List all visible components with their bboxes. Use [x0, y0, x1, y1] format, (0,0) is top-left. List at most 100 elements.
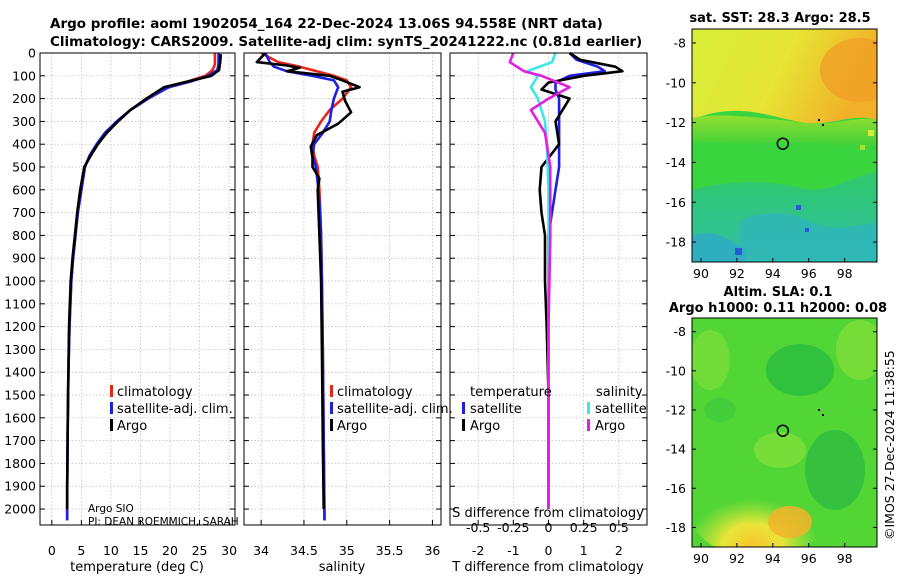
ytick-label: 800 [12, 228, 36, 243]
xtick-label: 30 [221, 543, 237, 558]
difference-legend-salinity: salinity satellite Argo [587, 385, 647, 434]
salinity-axes-frame [243, 52, 442, 526]
legend-swatch-temp-satellite [462, 402, 465, 414]
xtick-label: -2 [472, 543, 484, 558]
map-ytick-label: -16 [666, 481, 686, 496]
ytick-label: 1000 [4, 274, 36, 289]
temperature-series [65, 53, 223, 521]
ytick-label: 1900 [4, 479, 36, 494]
legend-label-satellite: satellite-adj. clim. [337, 402, 453, 417]
difference-secondary-xlabel: S difference from climatology [452, 506, 644, 521]
legend-swatch-satellite [330, 402, 333, 414]
ytick-label: 400 [12, 137, 36, 152]
sla-map-title-line1: Altim. SLA: 0.1 [724, 285, 833, 300]
figure-title-line1: Argo profile: aoml 1902054_164 22-Dec-20… [50, 16, 603, 32]
sst-map-field [692, 29, 877, 262]
series-line-satellite-adj-clim- [65, 53, 220, 521]
ytick-label: 1800 [4, 456, 36, 471]
salinity-legend: climatology satellite-adj. clim. Argo [330, 385, 453, 434]
difference-panel: -2 -1 0 1 2 -0.5 -0.25 0 0.25 0.5 S difference fr… [449, 51, 648, 575]
xtick-label: 2 [615, 543, 623, 558]
xtick-label: 34.5 [290, 543, 318, 558]
series-line-climatology [65, 53, 217, 521]
ytick-label: 1400 [4, 365, 36, 380]
xtick-label: 0 [48, 543, 56, 558]
map-xtick-label: 90 [693, 551, 709, 566]
secondary-xtick-label: 0.5 [609, 520, 629, 535]
ytick-label: 1100 [4, 296, 36, 311]
sla-profile-location [776, 424, 790, 437]
map-xtick-label: 96 [801, 551, 817, 566]
legend-label-argo: Argo [337, 419, 367, 434]
xtick-label: 25 [192, 543, 208, 558]
map-ytick-label: -10 [666, 75, 686, 90]
xtick-label: -1 [507, 543, 519, 558]
map-xtick-label: 92 [729, 266, 745, 281]
ytick-label: 300 [12, 114, 36, 129]
ytick-label: 1600 [4, 410, 36, 425]
ytick-label: 100 [12, 68, 36, 83]
xtick-label: 35.5 [376, 543, 404, 558]
secondary-xtick-label: 0 [545, 520, 553, 535]
difference-ticks: -2 -1 0 1 2 -0.5 -0.25 0 0.25 0.5 [450, 52, 647, 558]
map-xtick-label: 94 [765, 266, 781, 281]
series-line-satellite-adj-clim- [264, 52, 340, 521]
ytick-label: 2000 [4, 502, 36, 517]
legend-swatch-argo [110, 419, 113, 431]
legend-swatch-climatology [330, 385, 333, 397]
ytick-label: 900 [12, 251, 36, 266]
sla-map-ticks: 90 92 94 96 98 -8 -10 -12 -14 -16 -18 [666, 324, 877, 566]
legend-label-satellite: satellite-adj. clim. [117, 402, 233, 417]
map-ytick-label: -14 [666, 442, 686, 457]
salinity-panel: 34 34.5 35 35.5 36 salinity climatology sate… [243, 51, 453, 575]
secondary-xtick-label: -0.25 [497, 520, 529, 535]
map-ytick-label: -12 [666, 402, 686, 417]
ytick-label: 1500 [4, 388, 36, 403]
figure-title-line2: Climatology: CARS2009. Satellite-adj cli… [50, 34, 642, 50]
ytick-label: 600 [12, 182, 36, 197]
legend-swatch-argo [330, 419, 333, 431]
sla-map-field [692, 318, 877, 547]
map-ytick-label: -8 [674, 324, 687, 339]
ytick-label: 0 [28, 46, 36, 61]
ytick-label: 1700 [4, 433, 36, 448]
argo-pi: PI: DEAN ROEMMICH, SARAH [88, 516, 239, 528]
temperature-legend: climatology satellite-adj. clim. Argo [110, 385, 233, 434]
xtick-label: 1 [580, 543, 588, 558]
sst-map: sat. SST: 28.3 Argo: 28.5 90 92 94 96 98 -8 -1… [666, 11, 878, 281]
map-xtick-label: 90 [693, 266, 709, 281]
map-ytick-label: -16 [666, 195, 686, 210]
secondary-xtick-label: 0.25 [570, 520, 598, 535]
difference-legend-temperature: temperature satellite Argo [462, 385, 552, 434]
legend-swatch-satellite [110, 402, 113, 414]
map-xtick-label: 96 [801, 266, 817, 281]
legend-swatch-temp-argo [462, 419, 465, 431]
series-line-temperature-argo [538, 51, 624, 509]
sst-map-title: sat. SST: 28.3 Argo: 28.5 [689, 11, 870, 26]
temperature-axes-frame [39, 52, 236, 526]
legend-label-sal-satellite: satellite [595, 402, 647, 417]
ytick-label: 1300 [4, 342, 36, 357]
temperature-ticks: 0100200300400500600700800900100011001200… [4, 46, 237, 559]
legend-label-argo: Argo [117, 419, 147, 434]
sst-map-ticks: 90 92 94 96 98 -8 -10 -12 -14 -16 -18 [666, 35, 877, 281]
legend-label-climatology: climatology [337, 385, 413, 400]
temperature-grid [40, 52, 235, 525]
legend-swatch-sal-argo [587, 419, 590, 431]
map-ytick-label: -14 [666, 155, 686, 170]
ytick-label: 200 [12, 91, 36, 106]
ytick-label: 700 [12, 205, 36, 220]
salinity-ticks: 34 34.5 35 35.5 36 [244, 52, 441, 558]
map-xtick-label: 92 [729, 551, 745, 566]
xtick-label: 5 [77, 543, 85, 558]
series-line-argo [65, 54, 223, 509]
legend-label-sal-argo: Argo [595, 419, 625, 434]
legend-swatch-climatology [110, 385, 113, 397]
legend-label-climatology: climatology [117, 385, 193, 400]
legend-swatch-sal-satellite [587, 402, 590, 414]
salinity-series [255, 51, 361, 521]
difference-series [508, 51, 624, 509]
xtick-label: 10 [103, 543, 119, 558]
argo-institution: Argo SIO [88, 503, 134, 515]
